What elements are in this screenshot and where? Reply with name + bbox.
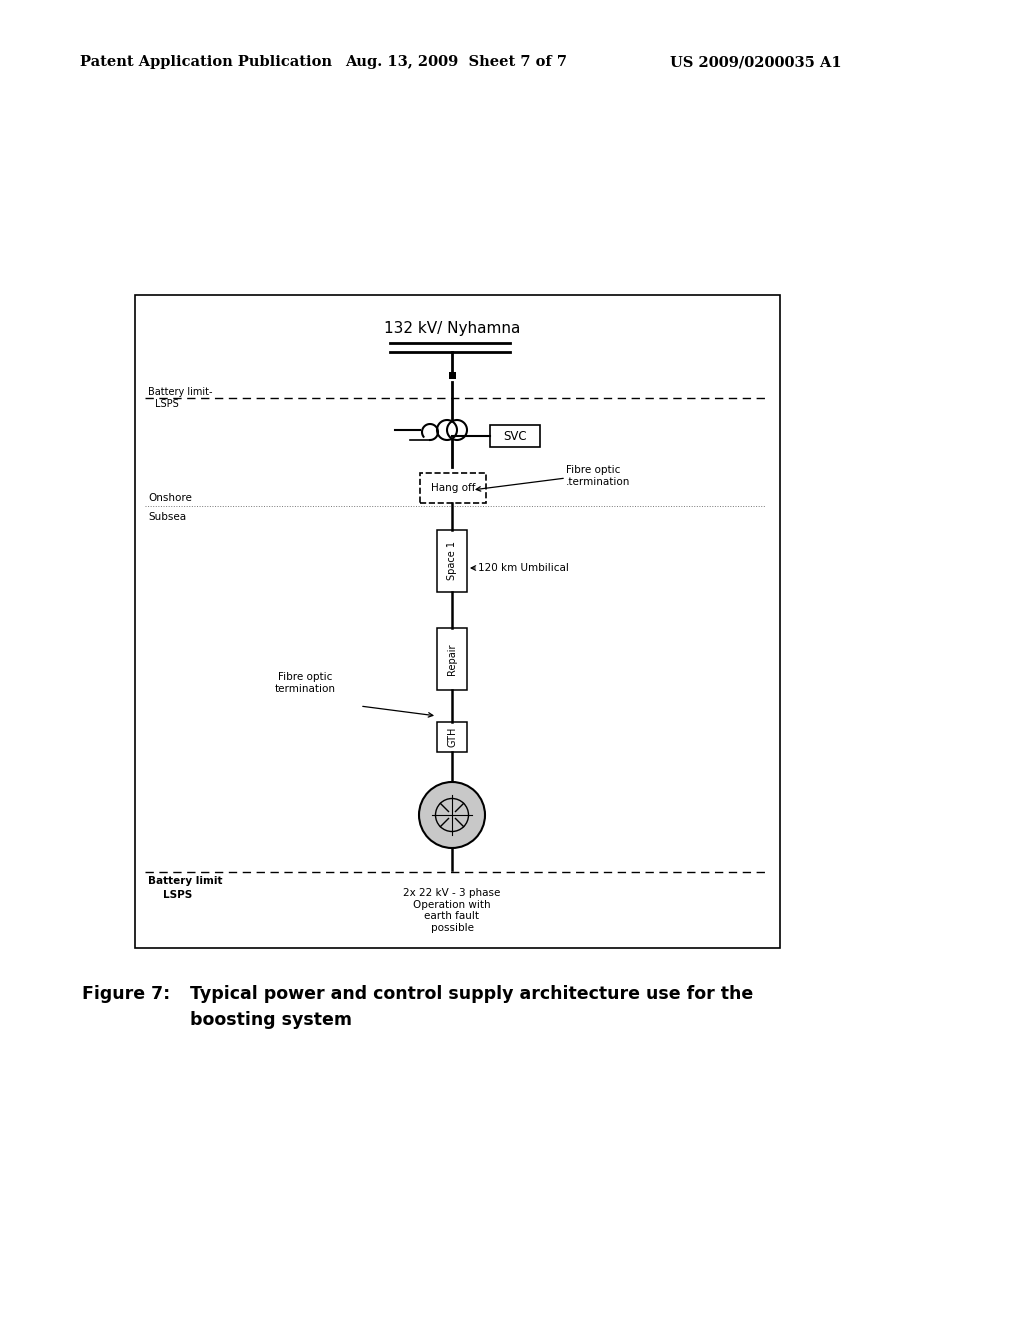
Text: Subsea: Subsea	[148, 512, 186, 521]
Text: Space 1: Space 1	[447, 541, 457, 581]
Text: 120 km Umbilical: 120 km Umbilical	[478, 564, 569, 573]
Text: Onshore: Onshore	[148, 492, 191, 503]
Text: Battery limit-: Battery limit-	[148, 387, 213, 397]
Text: US 2009/0200035 A1: US 2009/0200035 A1	[670, 55, 842, 69]
Text: Fibre optic
termination: Fibre optic termination	[274, 672, 336, 693]
Bar	[490, 425, 540, 447]
Text: 132 kV/ Nyhamna: 132 kV/ Nyhamna	[384, 321, 520, 335]
Text: GTH: GTH	[447, 727, 457, 747]
Bar	[449, 371, 456, 379]
Text: Figure 7:: Figure 7:	[82, 985, 170, 1003]
Text: LSPS: LSPS	[155, 399, 179, 409]
Text: Fibre optic
.termination: Fibre optic .termination	[566, 465, 631, 487]
Text: 2x 22 kV - 3 phase
Operation with
earth fault
possible: 2x 22 kV - 3 phase Operation with earth …	[403, 888, 501, 933]
Bar	[437, 628, 467, 690]
Text: Patent Application Publication: Patent Application Publication	[80, 55, 332, 69]
Circle shape	[419, 781, 485, 847]
Text: boosting system: boosting system	[190, 1011, 352, 1030]
Text: Repair: Repair	[447, 643, 457, 675]
Text: SVC: SVC	[503, 429, 526, 442]
Text: Typical power and control supply architecture use for the: Typical power and control supply archite…	[190, 985, 754, 1003]
Text: LSPS: LSPS	[163, 890, 193, 900]
Text: Battery limit: Battery limit	[148, 876, 222, 886]
Bar	[437, 722, 467, 752]
Text: Hang off: Hang off	[431, 483, 475, 492]
Bar	[420, 473, 486, 503]
Bar	[437, 531, 467, 591]
Text: Aug. 13, 2009  Sheet 7 of 7: Aug. 13, 2009 Sheet 7 of 7	[345, 55, 567, 69]
